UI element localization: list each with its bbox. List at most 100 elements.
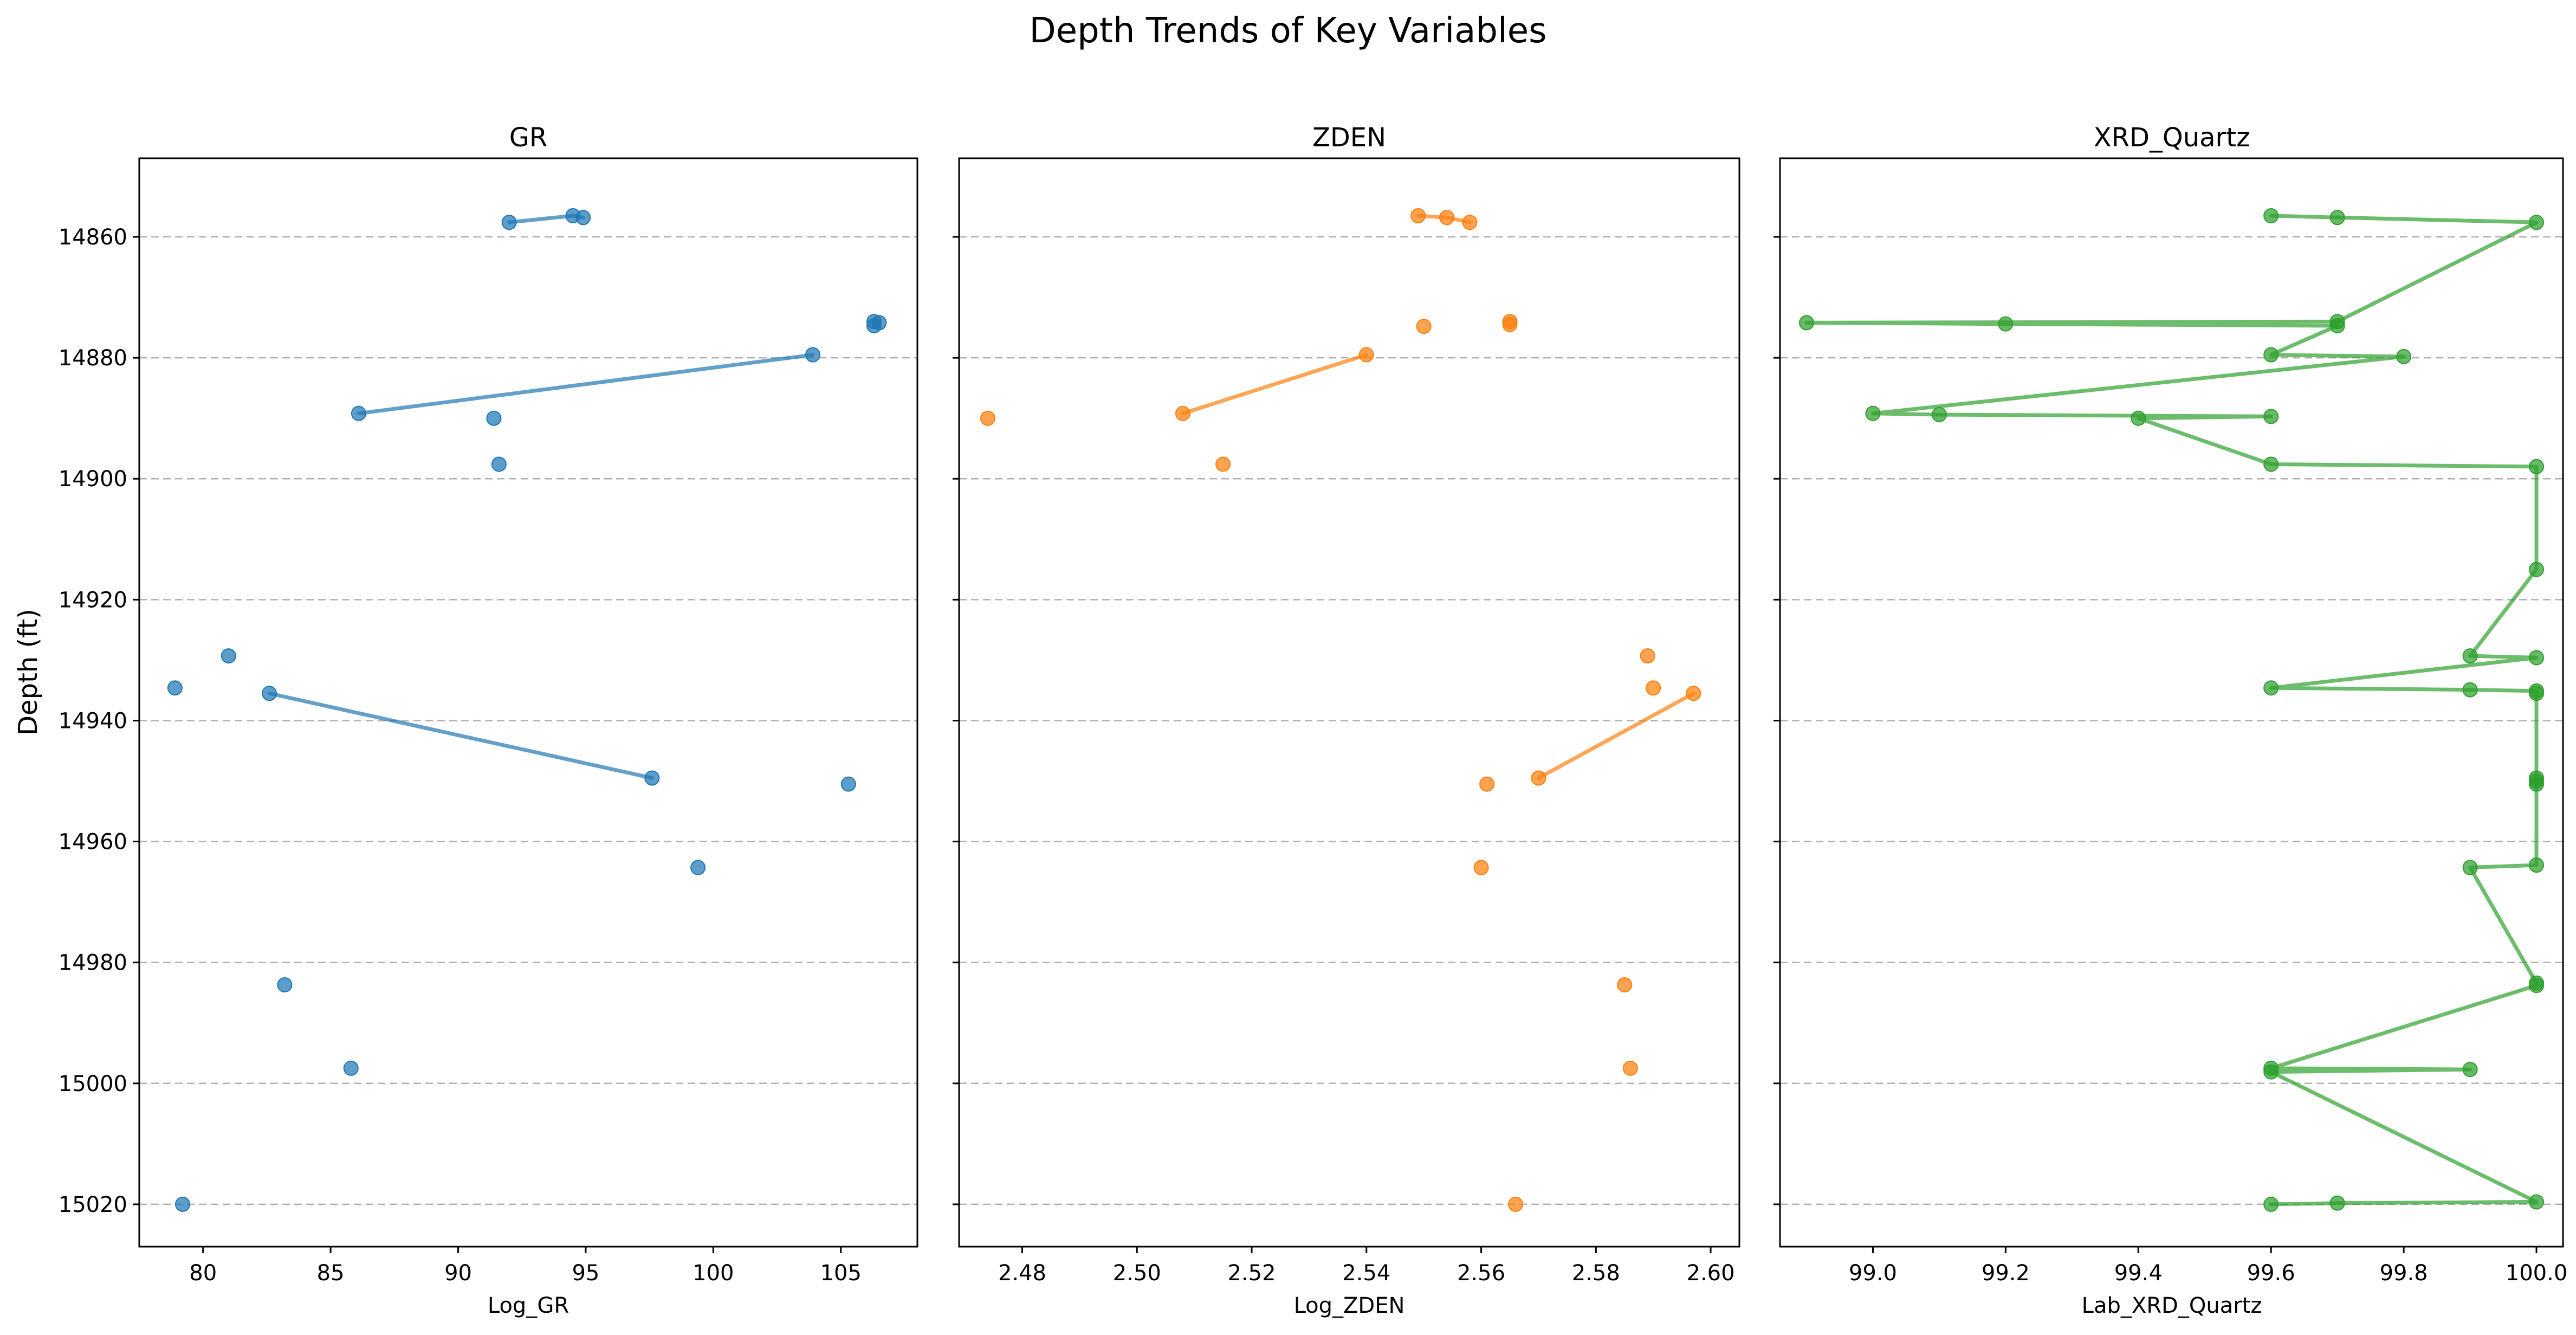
data-point	[2529, 215, 2545, 230]
data-point	[2529, 686, 2545, 701]
data-point	[690, 860, 706, 875]
data-point	[2529, 562, 2545, 577]
data-point	[805, 347, 820, 363]
data-point	[1410, 208, 1426, 223]
data-point	[866, 318, 882, 334]
data-point	[1502, 317, 1518, 332]
panel-gr-xlabel: Log_GR	[488, 1293, 569, 1318]
y-tick-label: 14960	[59, 830, 127, 855]
data-point	[1416, 319, 1432, 334]
data-point	[1798, 315, 1814, 331]
panel-xrd-quartz-title: XRD_Quartz	[2094, 122, 2250, 153]
y-tick-label: 14860	[59, 225, 127, 250]
data-point	[277, 977, 293, 992]
x-tick-label: 2.50	[1113, 1261, 1161, 1286]
data-point	[491, 456, 507, 472]
data-point	[1462, 215, 1478, 230]
x-tick-label: 99.2	[1982, 1261, 2030, 1286]
x-tick-label: 2.54	[1342, 1261, 1390, 1286]
data-point	[1617, 977, 1633, 992]
data-point	[2396, 349, 2412, 364]
series-line	[1181, 353, 1369, 416]
x-tick-label: 2.58	[1572, 1261, 1620, 1286]
x-tick-label: 2.60	[1687, 1261, 1735, 1286]
figure-ylabel: Depth (ft)	[13, 609, 43, 736]
data-point	[2329, 318, 2345, 334]
data-point	[2329, 1195, 2345, 1211]
data-point	[2263, 409, 2279, 424]
x-tick-label: 105	[820, 1261, 862, 1286]
data-point	[644, 770, 660, 786]
x-tick-label: 99.6	[2247, 1261, 2295, 1286]
data-point	[2131, 410, 2146, 426]
data-point	[2529, 1194, 2545, 1210]
y-tick-label: 14900	[59, 467, 127, 492]
plot-frame	[1779, 157, 2564, 1248]
data-point	[221, 648, 236, 664]
data-point	[1358, 347, 1374, 363]
data-point	[2329, 210, 2345, 225]
data-point	[2462, 682, 2478, 698]
data-point	[501, 215, 517, 230]
panel-zden-title: ZDEN	[1312, 122, 1386, 153]
data-point	[175, 1196, 191, 1212]
data-point	[351, 405, 366, 421]
data-point	[343, 1060, 359, 1076]
x-tick-label: 80	[189, 1261, 217, 1286]
data-point	[575, 210, 591, 225]
data-point	[840, 776, 856, 792]
x-tick-label: 2.48	[998, 1261, 1046, 1286]
x-tick-label: 85	[317, 1261, 345, 1286]
series-line	[267, 691, 654, 780]
panel-gr-title: GR	[509, 122, 548, 153]
panel-zden: ZDEN Log_ZDEN 2.48 2.50 2.52 2.54 2.56 2.58 2.…	[953, 122, 1740, 1318]
data-point	[2263, 456, 2279, 472]
data-point	[1998, 316, 2014, 332]
data-point	[2529, 857, 2545, 873]
y-tick-label: 14880	[59, 346, 127, 371]
x-tick-label: 95	[572, 1261, 599, 1286]
data-point	[2529, 776, 2545, 792]
data-point	[980, 410, 995, 426]
data-point	[167, 680, 183, 696]
panel-xrd-quartz: XRD_Quartz Lab_XRD_Quartz 99.0 99.2 99.4 99…	[1774, 122, 2567, 1318]
x-tick-label: 99.0	[1849, 1261, 1897, 1286]
data-point	[1508, 1196, 1524, 1212]
x-tick-label: 99.8	[2380, 1261, 2428, 1286]
x-tick-label: 2.52	[1227, 1261, 1276, 1286]
panel-xrd-quartz-xlabel: Lab_XRD_Quartz	[2082, 1293, 2262, 1318]
data-point	[1640, 648, 1655, 664]
y-tick-label: 15000	[59, 1072, 127, 1097]
data-point	[1931, 407, 1947, 422]
data-point	[2263, 680, 2279, 696]
data-point	[1439, 210, 1454, 225]
x-tick-label: 100.0	[2506, 1261, 2568, 1286]
series-line	[1536, 691, 1695, 780]
y-tick-label: 15020	[59, 1192, 127, 1217]
data-point	[2529, 978, 2545, 994]
data-point	[1646, 680, 1661, 696]
data-point	[1531, 770, 1546, 786]
data-point	[2462, 1062, 2478, 1078]
data-point	[1215, 456, 1231, 472]
data-point	[1622, 1060, 1638, 1076]
figure-title: Depth Trends of Key Variables	[1030, 11, 1547, 51]
data-point	[486, 410, 502, 426]
data-point	[2263, 1196, 2279, 1212]
data-point	[2263, 208, 2279, 223]
plot-frame	[138, 157, 918, 1248]
data-point	[2529, 459, 2545, 474]
data-point	[1479, 776, 1495, 792]
data-point	[2462, 648, 2478, 664]
x-tick-label: 90	[444, 1261, 472, 1286]
plot-frame	[958, 157, 1740, 1248]
data-point	[1473, 860, 1489, 875]
series-line	[357, 353, 815, 416]
data-point	[1686, 686, 1701, 701]
x-tick-label: 2.56	[1457, 1261, 1505, 1286]
data-point	[2263, 347, 2279, 363]
y-tick-label: 14940	[59, 708, 127, 733]
y-tick-label: 14980	[59, 951, 127, 976]
